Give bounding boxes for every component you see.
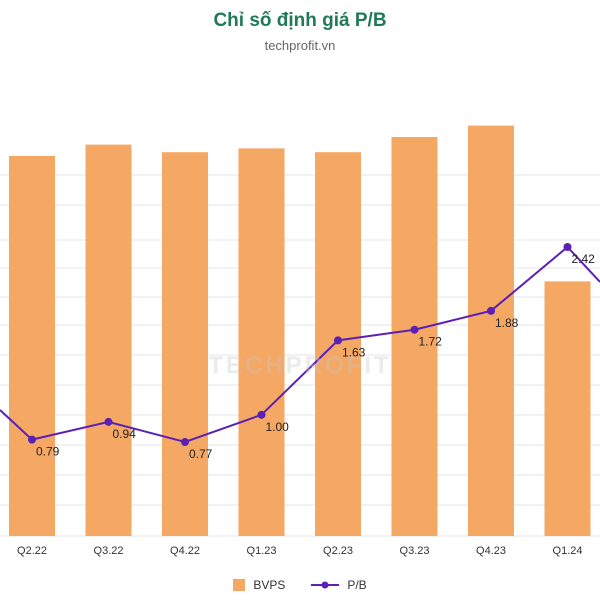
pb-data-label: 0.94 — [113, 427, 137, 441]
legend-label-bvps: BVPS — [253, 578, 286, 592]
bvps-bar-Q3.22[interactable] — [85, 144, 132, 536]
watermark: TECHPROFIT — [208, 352, 392, 379]
legend-bar-swatch — [233, 579, 246, 591]
x-tick-label: Q2.22 — [17, 545, 47, 557]
chart-title: Chỉ số định giá P/B — [213, 10, 387, 31]
pb-point-Q4.23[interactable] — [487, 306, 495, 315]
pb-data-label: 0.77 — [189, 447, 213, 461]
pb-line — [0, 245, 600, 444]
bvps-bar-Q1.24[interactable] — [544, 281, 591, 536]
pb-data-label: 1.88 — [495, 316, 519, 330]
x-tick-label: Q2.23 — [323, 545, 353, 557]
pb-data-label: 1.72 — [419, 335, 443, 349]
bvps-bar-Q3.23[interactable] — [391, 137, 438, 536]
pb-point-Q1.24[interactable] — [563, 243, 572, 251]
bvps-bar-Q2.22[interactable] — [9, 156, 55, 536]
pb-point-Q3.22[interactable] — [104, 417, 113, 426]
pb-data-label: 1.00 — [266, 420, 290, 434]
bvps-bars — [9, 125, 591, 536]
pb-point-Q4.22[interactable] — [181, 438, 189, 446]
legend-label-pb: P/B — [347, 578, 367, 592]
pb-point-Q2.22[interactable] — [28, 435, 36, 444]
bvps-bar-Q4.22[interactable] — [162, 152, 208, 536]
legend-item-pb[interactable]: P/B — [311, 578, 367, 592]
legend: BVPS P/B — [0, 578, 600, 592]
bvps-bar-Q1.23[interactable] — [238, 148, 285, 536]
pb-data-label: 1.63 — [342, 345, 366, 359]
legend-line-swatch — [311, 581, 340, 589]
pb-line-series — [0, 243, 600, 446]
pb-data-label: 2.42 — [572, 252, 596, 266]
bvps-bar-Q4.23[interactable] — [468, 125, 514, 536]
pb-point-Q2.23[interactable] — [334, 336, 342, 345]
pb-point-Q3.23[interactable] — [410, 325, 419, 334]
legend-item-bvps[interactable]: BVPS — [233, 578, 285, 592]
pb-data-labels: 0.79 0.94 0.77 1.00 1.63 1.72 1.88 2.42 — [36, 252, 595, 461]
x-tick-label: Q3.23 — [400, 545, 430, 557]
x-tick-label: Q4.23 — [476, 545, 506, 557]
x-tick-label: Q1.24 — [553, 545, 583, 557]
chart-subtitle: techprofit.vn — [264, 38, 336, 53]
pb-point-Q1.23[interactable] — [257, 410, 266, 419]
x-tick-label: Q1.23 — [247, 545, 277, 557]
pb-data-label: 0.79 — [36, 445, 60, 459]
x-tick-label: Q4.22 — [170, 545, 200, 557]
x-tick-label: Q3.22 — [94, 545, 124, 557]
x-axis-tick-labels: Q2.22 Q3.22 Q4.22 Q1.23 Q2.23 Q3.23 Q4.23 Q1.24 — [17, 545, 582, 557]
